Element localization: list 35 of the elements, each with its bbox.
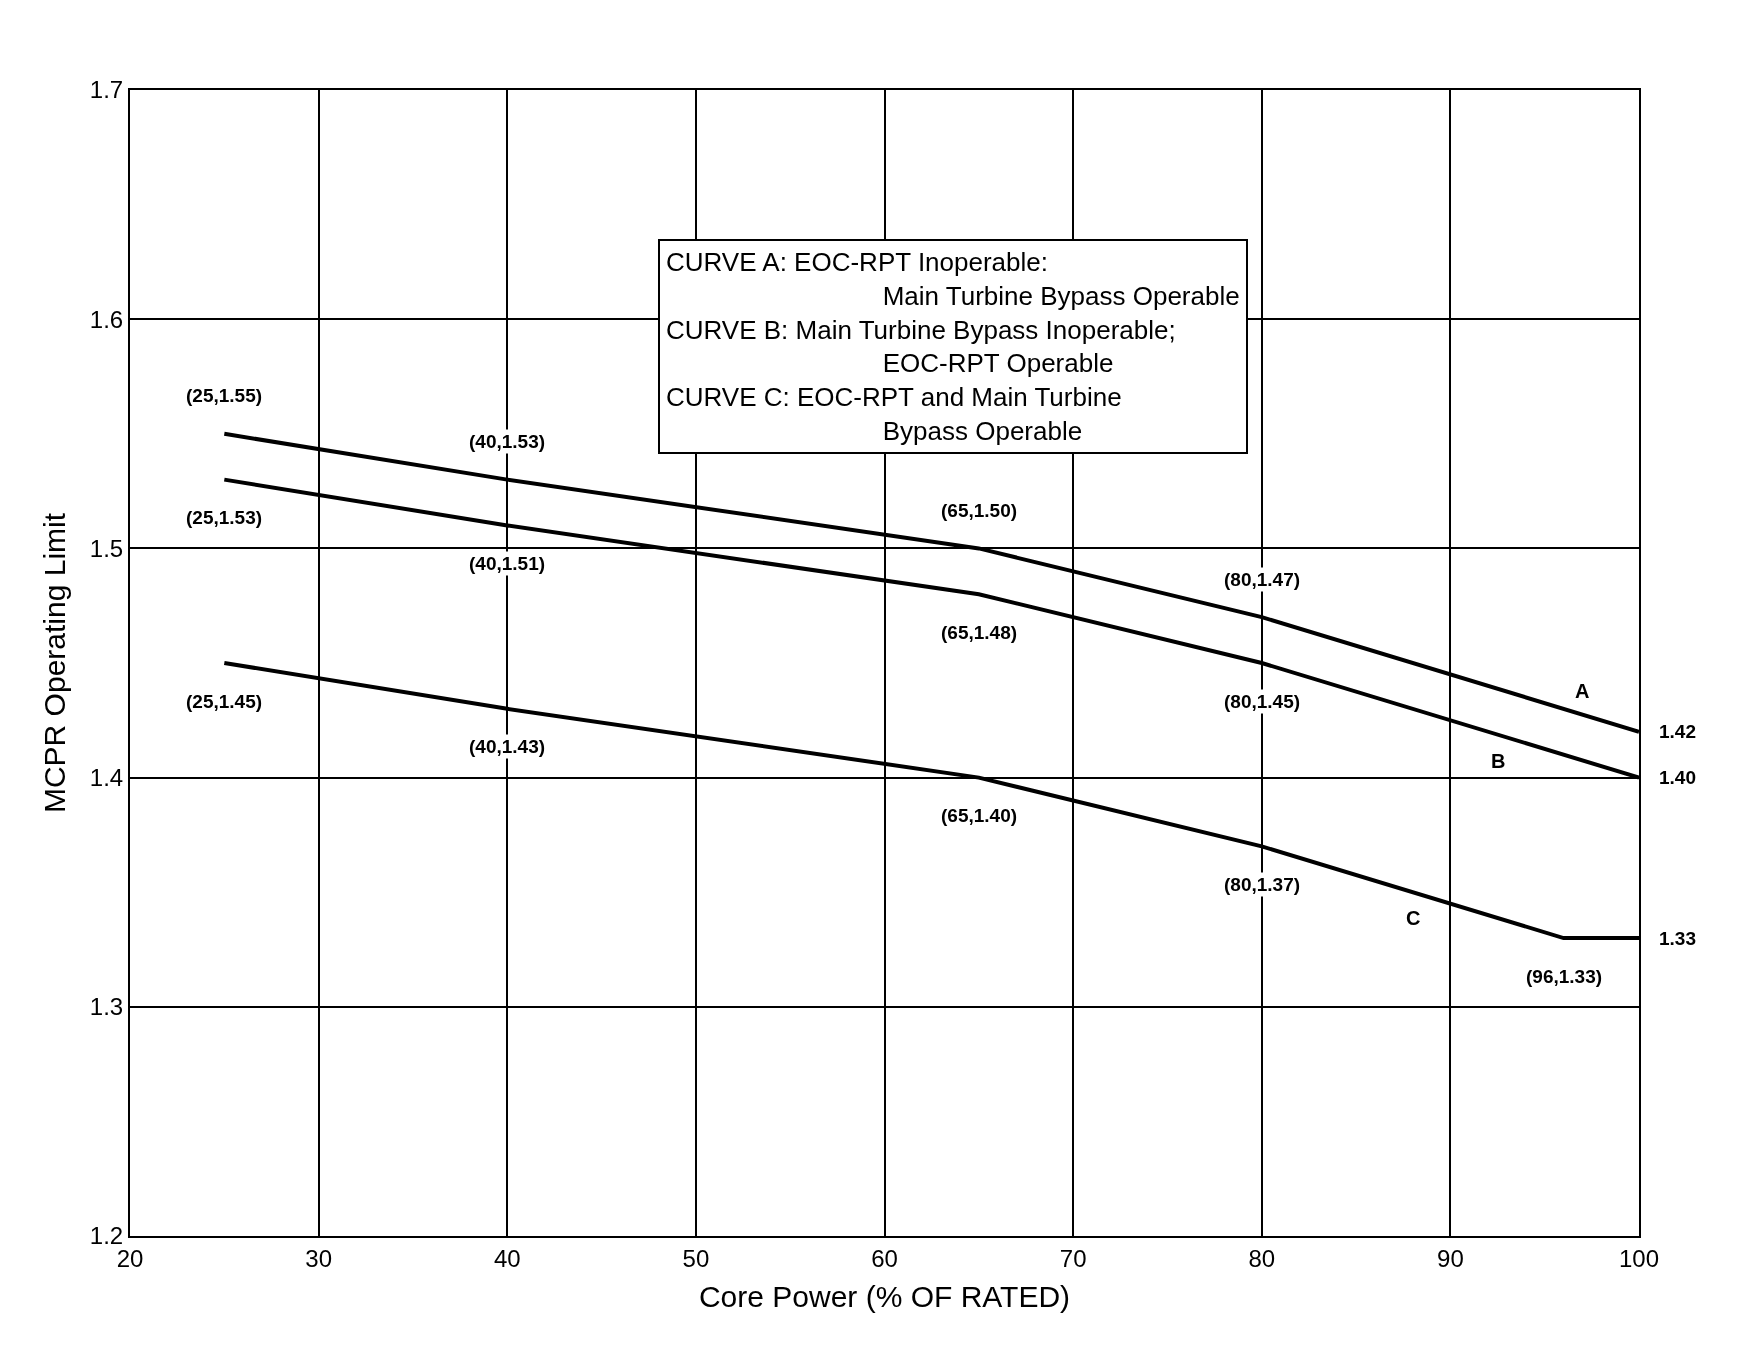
annotation: (40,1.51) bbox=[469, 553, 546, 574]
x-tick-label: 100 bbox=[1618, 1244, 1660, 1272]
annotation: (96,1.33) bbox=[1526, 966, 1603, 987]
y-tick-label: 1.3 bbox=[89, 993, 124, 1021]
annotation: (25,1.45) bbox=[186, 691, 263, 712]
x-tick-label: 40 bbox=[493, 1244, 521, 1272]
x-tick-label: 90 bbox=[1437, 1244, 1464, 1272]
x-tick-label: 80 bbox=[1248, 1244, 1276, 1272]
annotation: (80,1.47) bbox=[1224, 569, 1301, 590]
annotation: 1.33 bbox=[1659, 928, 1696, 949]
y-tick-label: 1.6 bbox=[89, 305, 124, 333]
annotation: (40,1.43) bbox=[469, 736, 546, 757]
y-tick-label: 1.4 bbox=[89, 764, 124, 791]
annotation: 1.40 bbox=[1659, 767, 1696, 788]
annotation: (80,1.37) bbox=[1224, 874, 1301, 895]
annotation: 1.42 bbox=[1659, 721, 1696, 742]
series-label: A bbox=[1575, 680, 1590, 702]
annotation: (65,1.48) bbox=[941, 622, 1018, 643]
series-label: B bbox=[1491, 750, 1506, 772]
x-tick-label: 60 bbox=[871, 1244, 898, 1272]
annotation: CURVE A: EOC-RPT Inoperable: Main Turbine Bypass Operable CURVE B: Main Turbine Bypass Inoperable; EOC-RPT Operable CURVE C: EOC-RPT and Main Turbine Bypass Operable bbox=[666, 247, 1240, 446]
x-tick-label: 50 bbox=[682, 1244, 710, 1272]
x-tick-label: 30 bbox=[305, 1244, 332, 1272]
y-axis-title: MCPR Operating Limit bbox=[38, 512, 72, 814]
annotation: (25,1.53) bbox=[186, 507, 263, 528]
x-tick-label: 70 bbox=[1059, 1244, 1087, 1272]
y-tick-label: 1.7 bbox=[89, 76, 124, 104]
annotation: (25,1.55) bbox=[186, 385, 263, 406]
series-label: C bbox=[1406, 907, 1421, 929]
annotation: (40,1.53) bbox=[469, 431, 546, 452]
y-tick-label: 1.5 bbox=[89, 534, 124, 562]
annotation: (65,1.40) bbox=[941, 805, 1018, 826]
x-axis-title: Core Power (% OF RATED) bbox=[698, 1279, 1071, 1313]
annotation: (80,1.45) bbox=[1224, 691, 1301, 712]
annotation: (65,1.50) bbox=[941, 500, 1018, 521]
